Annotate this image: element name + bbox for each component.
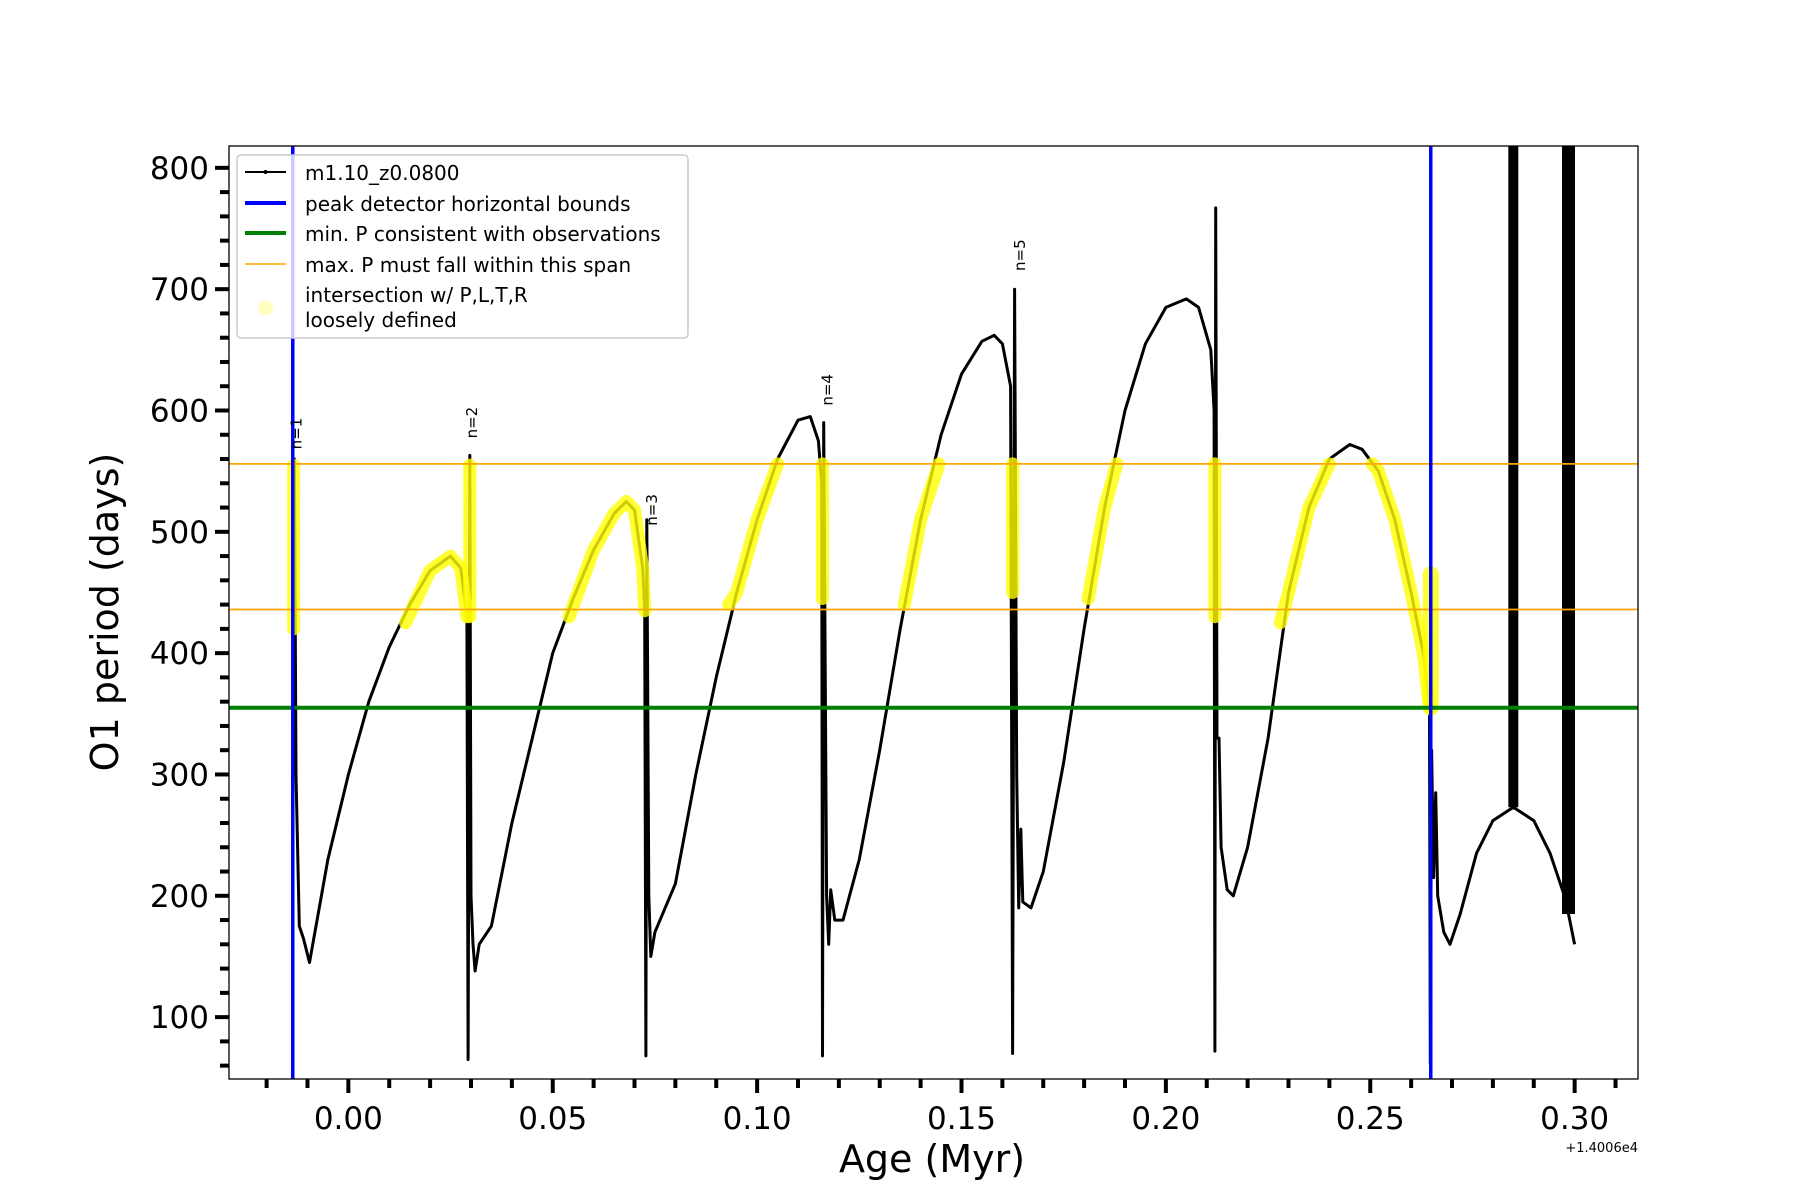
axes: 0.00 0.05 0.10 0.15 0.20 0.25 0.30 100 200 300 400… [150, 145, 1639, 1137]
y-tick-label: 200 [150, 879, 209, 915]
legend: m1.10_z0.0800 peak detector horizontal b… [236, 154, 689, 339]
y-axis-label: O1 period (days) [83, 453, 127, 772]
y-tick-label: 300 [150, 757, 209, 793]
x-tick-label: 0.00 [314, 1101, 383, 1137]
highlight-segment [1081, 457, 1124, 605]
highlight-segment [722, 457, 785, 612]
legend-label-green: min. P consistent with observations [305, 222, 661, 246]
x-tick-label: 0.05 [518, 1101, 587, 1137]
cycle-annotation: n=1 [287, 418, 305, 450]
legend-label-blue: peak detector horizontal bounds [305, 192, 631, 216]
x-tick-label: 0.20 [1131, 1101, 1200, 1137]
legend-label-highlight-line2: loosely defined [305, 308, 457, 332]
cycle-annotation: n=5 [1011, 239, 1029, 271]
y-tick-label: 500 [150, 515, 209, 551]
y-tick-label: 100 [150, 1000, 209, 1036]
x-tick-label: 0.30 [1540, 1101, 1609, 1137]
legend-label-orange: max. P must fall within this span [305, 253, 631, 277]
x-tick-label: 0.10 [723, 1101, 792, 1137]
cycle-annotation: n=4 [819, 374, 837, 406]
x-tick-label: 0.25 [1336, 1101, 1405, 1137]
legend-label-curve: m1.10_z0.0800 [305, 161, 460, 185]
highlight-segment [1365, 457, 1436, 715]
cycle-annotation: n=3 [643, 494, 661, 526]
highlight-segment [1273, 457, 1336, 630]
plot-frame [228, 145, 1639, 1080]
plot-area: n=1 n=2 n=3 n=4 n=5 [229, 146, 1638, 1079]
y-tick-label: 600 [150, 393, 209, 429]
y-tick-label: 400 [150, 636, 209, 672]
x-offset-label: +1.4006e4 [1565, 1141, 1638, 1156]
legend-swatch-highlight [258, 300, 273, 316]
cycle-annotation: n=2 [463, 407, 481, 439]
highlight-segment [399, 549, 474, 630]
y-tick-label: 800 [150, 151, 209, 187]
x-axis-label: Age (Myr) [839, 1137, 1025, 1181]
x-tick-label: 0.15 [927, 1101, 996, 1137]
highlight-segment [897, 457, 946, 612]
highlight-segment [562, 495, 652, 624]
legend-frame [236, 154, 689, 339]
legend-label-highlight: intersection w/ P,L,T,R [305, 283, 528, 307]
plot-marks: n=1 n=2 n=3 n=4 n=5 [229, 146, 1638, 1079]
legend-swatch-curve-marker [263, 170, 268, 174]
y-tick-label: 700 [150, 272, 209, 308]
